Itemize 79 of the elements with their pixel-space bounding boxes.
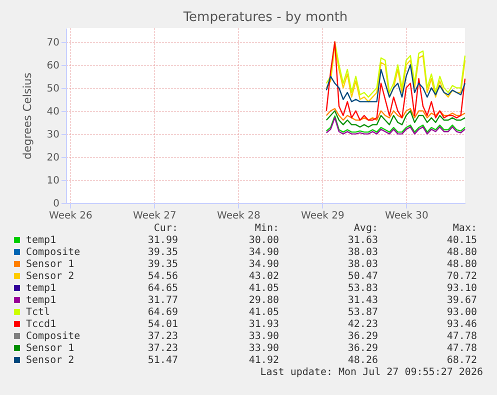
x-tick-label: Week 30 bbox=[385, 210, 428, 222]
text: 33.90 bbox=[248, 331, 279, 342]
text: 48.80 bbox=[446, 247, 477, 258]
text: 48.80 bbox=[446, 259, 477, 270]
y-tick-label: 70 bbox=[46, 37, 60, 48]
text: 93.00 bbox=[446, 307, 477, 318]
legend-label: Sensor 1 bbox=[26, 343, 74, 354]
line-series bbox=[326, 108, 466, 121]
line-series bbox=[326, 110, 466, 128]
legend-label: Sensor 2 bbox=[26, 355, 74, 366]
y-tick-label: 40 bbox=[46, 106, 60, 118]
text: 39.35 bbox=[148, 259, 178, 270]
text: 38.03 bbox=[348, 259, 378, 270]
x-tick-label: Week 27 bbox=[133, 210, 176, 222]
text: 37.23 bbox=[148, 343, 178, 354]
text: 93.10 bbox=[446, 283, 477, 294]
y-tick-label: 10 bbox=[46, 175, 60, 186]
y-tick-label: 20 bbox=[46, 152, 60, 164]
y-tick-label: 60 bbox=[46, 60, 60, 72]
text: 41.05 bbox=[248, 283, 279, 294]
text: 64.69 bbox=[148, 307, 178, 318]
text: 48.26 bbox=[348, 355, 378, 366]
text: 31.99 bbox=[148, 235, 178, 246]
text: 54.01 bbox=[148, 319, 178, 330]
legend-label: temp1 bbox=[26, 235, 56, 246]
text: 54.56 bbox=[148, 271, 178, 282]
x-tick-label: Week 28 bbox=[217, 210, 260, 222]
text: 31.77 bbox=[148, 295, 178, 306]
text: Cur: bbox=[154, 223, 178, 234]
text: 41.92 bbox=[248, 355, 279, 366]
text: 64.65 bbox=[148, 283, 178, 294]
text: 53.87 bbox=[348, 307, 378, 318]
y-tick-label: 0 bbox=[53, 198, 60, 210]
text: 34.90 bbox=[248, 247, 279, 258]
text: 36.29 bbox=[348, 343, 378, 354]
y-tick-label: 50 bbox=[46, 83, 60, 94]
text: 31.93 bbox=[248, 319, 279, 330]
text: 42.23 bbox=[348, 319, 378, 330]
text: 33.90 bbox=[248, 343, 279, 354]
legend-label: Tctl bbox=[26, 307, 50, 318]
text: 93.46 bbox=[446, 319, 477, 330]
text: 68.72 bbox=[446, 355, 477, 366]
text: 51.47 bbox=[148, 355, 178, 366]
legend-label: temp1 bbox=[26, 295, 56, 306]
text: Avg: bbox=[354, 223, 378, 234]
text: 30.00 bbox=[248, 235, 279, 246]
text: 31.43 bbox=[348, 295, 378, 306]
legend-label: Tccd1 bbox=[26, 319, 56, 330]
legend-label: Sensor 1 bbox=[26, 259, 74, 270]
legend-label: Composite bbox=[26, 247, 80, 258]
line-series bbox=[326, 64, 466, 102]
text: 50.47 bbox=[348, 271, 378, 282]
text: Last update: Mon Jul 27 09:55:27 2026 bbox=[260, 367, 483, 378]
text: 34.90 bbox=[248, 259, 279, 270]
text: 47.78 bbox=[446, 331, 477, 342]
text: 36.29 bbox=[348, 331, 378, 342]
x-tick-label: Week 29 bbox=[301, 210, 344, 222]
text: 39.67 bbox=[446, 295, 477, 306]
y-tick-label: 30 bbox=[46, 129, 60, 140]
legend-label: temp1 bbox=[26, 283, 56, 294]
text: 53.83 bbox=[348, 283, 378, 294]
y-axis-title: degrees Celsius bbox=[20, 72, 34, 160]
legend-label: Sensor 2 bbox=[26, 271, 74, 282]
text: 38.03 bbox=[348, 247, 378, 258]
text: 47.78 bbox=[446, 343, 477, 354]
text: 40.15 bbox=[446, 235, 477, 246]
text: 29.80 bbox=[248, 295, 279, 306]
text: Min: bbox=[254, 223, 279, 234]
text: 41.05 bbox=[248, 307, 279, 318]
legend-label: Composite bbox=[26, 331, 80, 342]
text: 43.02 bbox=[248, 271, 279, 282]
text: 70.72 bbox=[446, 271, 477, 282]
x-tick-label: Week 26 bbox=[49, 210, 92, 222]
text: Max: bbox=[452, 223, 477, 234]
chart-title: Temperatures - by month bbox=[182, 10, 348, 25]
line-series bbox=[326, 41, 466, 121]
text: 31.63 bbox=[348, 235, 378, 246]
text: 37.23 bbox=[148, 331, 178, 342]
text: 39.35 bbox=[148, 247, 178, 258]
